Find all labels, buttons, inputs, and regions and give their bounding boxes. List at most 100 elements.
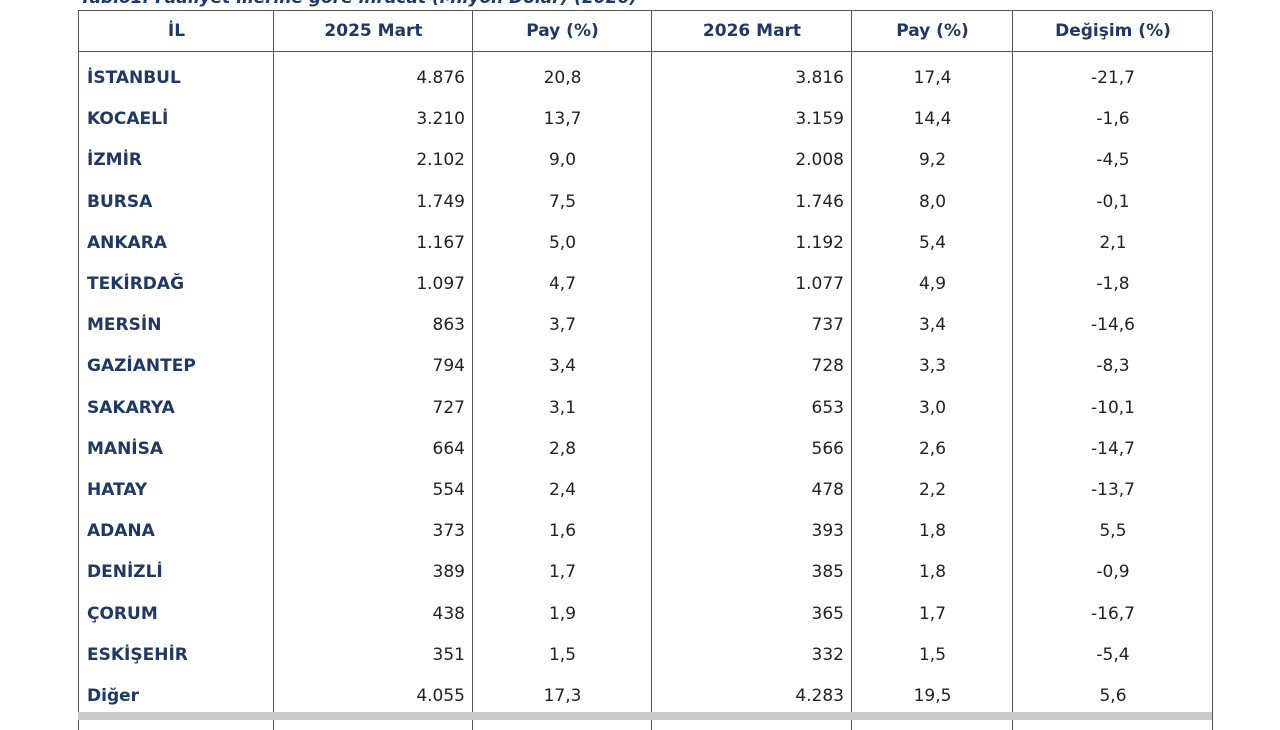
column-border (471, 11, 473, 730)
value-cell: 385 (811, 562, 844, 583)
value-cell: 2,6 (918, 438, 947, 459)
value-cell: -14,7 (1091, 438, 1135, 459)
value-cell: 7,5 (548, 191, 577, 212)
value-cell: 737 (811, 315, 844, 336)
value-cell: 365 (811, 603, 844, 624)
value-cell: 393 (811, 521, 844, 542)
value-cell: 3,4 (548, 356, 577, 377)
value-cell: -16,7 (1091, 603, 1135, 624)
value-cell: -21,7 (1091, 68, 1135, 88)
value-cell: 794 (432, 356, 465, 377)
province-name: Diğer (87, 686, 140, 706)
province-name: ANKARA (87, 232, 167, 253)
province-name: İSTANBUL (87, 68, 181, 88)
column-border (850, 11, 852, 730)
value-cell: 2.102 (416, 150, 465, 171)
column-border (1211, 11, 1213, 730)
province-name: TEKİRDAĞ (87, 274, 185, 294)
value-cell: 653 (811, 397, 844, 418)
value-cell: 1.167 (416, 232, 465, 253)
province-name: HATAY (87, 480, 148, 500)
province-name: GAZİANTEP (87, 356, 196, 377)
value-cell: 3,1 (548, 397, 577, 418)
value-cell: 3,4 (918, 315, 947, 336)
province-name: SAKARYA (87, 397, 175, 418)
value-cell: 1.077 (795, 274, 844, 294)
province-name: DENİZLİ (87, 562, 163, 583)
value-cell: 9,2 (918, 150, 947, 171)
province-name: ESKİŞEHİR (87, 644, 188, 665)
value-cell: 1.097 (416, 274, 465, 294)
province-name: KOCAELİ (87, 109, 169, 130)
table: İL 2025 Mart Pay (%) 2026 Mart Pay (%) Değişi… (78, 10, 1213, 730)
value-cell: 1,5 (548, 644, 577, 665)
value-cell: 566 (811, 438, 844, 459)
province-name: ADANA (87, 521, 155, 542)
value-cell: 2,8 (548, 438, 577, 459)
value-cell: -1,8 (1096, 274, 1130, 294)
value-cell: 2,2 (918, 480, 947, 500)
value-cell: 17,4 (913, 68, 952, 88)
value-cell: 351 (432, 644, 465, 665)
value-cell: 1,9 (548, 603, 577, 624)
value-cell: 5,5 (1099, 521, 1127, 542)
value-cell: 3,7 (548, 315, 577, 336)
value-cell: 5,4 (918, 232, 947, 253)
value-cell: -8,3 (1096, 356, 1130, 377)
value-cell: -0,1 (1096, 191, 1130, 212)
value-cell: -10,1 (1091, 397, 1135, 418)
value-cell: 728 (811, 356, 844, 377)
value-cell: 1.746 (795, 191, 844, 212)
header-border (79, 51, 1212, 52)
value-cell: 4,7 (548, 274, 577, 294)
value-cell: 4,9 (918, 274, 947, 294)
value-cell: 373 (432, 521, 465, 542)
value-cell: 1.192 (795, 232, 844, 253)
province-name: MANİSA (87, 438, 164, 459)
value-cell: 3,0 (918, 397, 947, 418)
province-name: ÇORUM (87, 603, 158, 624)
value-cell: 19,5 (913, 686, 952, 706)
value-cell: 9,0 (548, 150, 577, 171)
value-cell: 554 (432, 480, 465, 500)
value-cell: 3.816 (795, 68, 844, 88)
value-cell: 2.008 (795, 150, 844, 171)
province-name: BURSA (87, 191, 153, 212)
value-cell: 1,8 (918, 521, 947, 542)
province-name: İZMİR (87, 150, 142, 171)
column-border (1011, 11, 1013, 730)
value-cell: 5,0 (548, 232, 577, 253)
value-cell: -14,6 (1091, 315, 1135, 336)
value-cell: 4.283 (795, 686, 844, 706)
value-cell: 17,3 (543, 686, 582, 706)
value-cell: 863 (432, 315, 465, 336)
column-border (272, 11, 274, 730)
value-cell: 8,0 (918, 191, 947, 212)
value-cell: -5,4 (1096, 644, 1130, 665)
column-header: Pay (%) (896, 21, 969, 41)
column-header: İL (167, 21, 186, 41)
value-cell: 5,6 (1099, 686, 1127, 706)
value-cell: 389 (432, 562, 465, 583)
value-cell: 1,7 (918, 603, 947, 624)
value-cell: 478 (811, 480, 844, 500)
value-cell: 2,4 (548, 480, 577, 500)
column-header: 2026 Mart (702, 21, 802, 41)
value-cell: -1,6 (1096, 109, 1130, 130)
value-cell: 14,4 (913, 109, 952, 130)
value-cell: 1,7 (548, 562, 577, 583)
table-title: Tablo1: Faaliyet illerine göre ihracat (… (80, 0, 637, 8)
value-cell: 13,7 (543, 109, 582, 130)
value-cell: 3.210 (416, 109, 465, 130)
value-cell: 1.749 (416, 191, 465, 212)
value-cell: 664 (432, 438, 465, 459)
value-cell: 4.055 (416, 686, 465, 706)
column-header: Pay (%) (526, 21, 599, 41)
value-cell: 332 (811, 644, 844, 665)
value-cell: 1,8 (918, 562, 947, 583)
column-header: Değişim (%) (1055, 21, 1171, 41)
value-cell: 3,3 (918, 356, 947, 377)
value-cell: 4.876 (416, 68, 465, 88)
column-header: 2025 Mart (324, 21, 423, 41)
value-cell: -0,9 (1096, 562, 1130, 583)
